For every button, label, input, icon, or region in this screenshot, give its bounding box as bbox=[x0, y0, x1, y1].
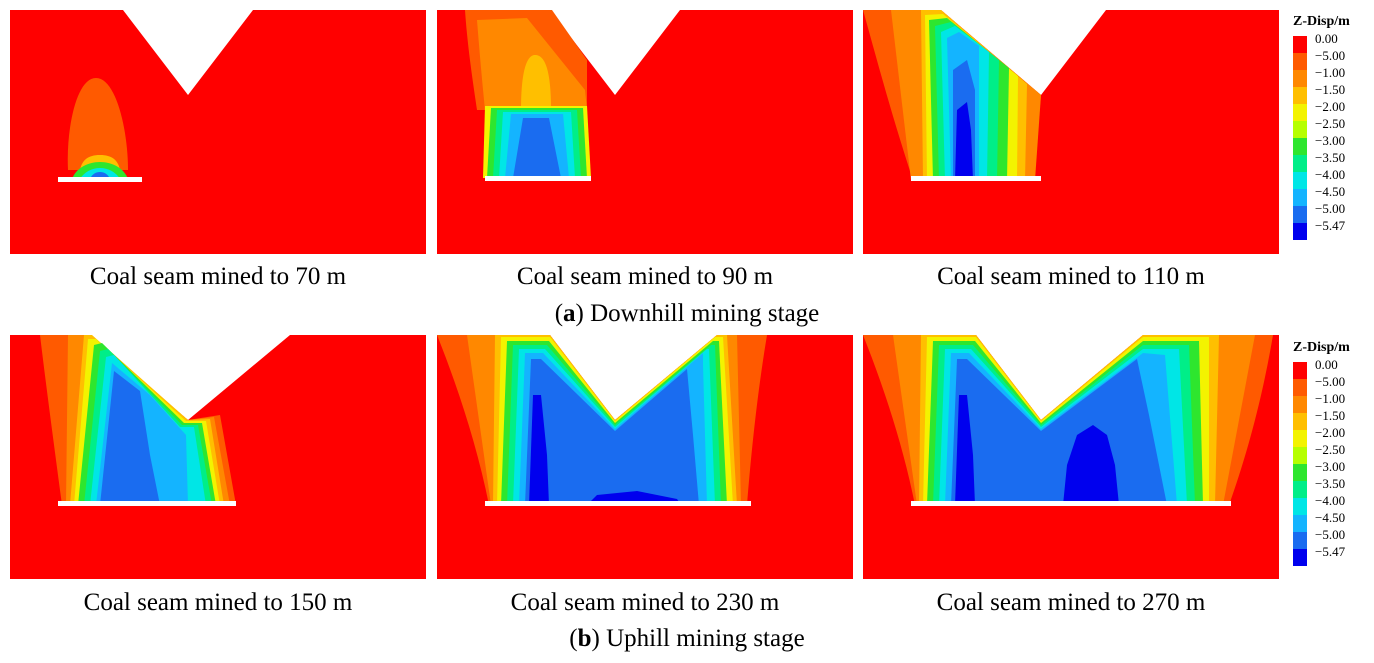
legend-tick-label: 0.00 bbox=[1315, 357, 1338, 372]
legend-tick-label: −3.00 bbox=[1315, 133, 1346, 148]
legend-swatch bbox=[1293, 189, 1307, 206]
subsidence-zone-navy bbox=[955, 102, 973, 180]
legend-swatch bbox=[1293, 413, 1307, 430]
legend-tick-labels: 0.00 −5.00 −1.00 −1.50 −2.00 −2.50 −3.00 −3.50 −… bbox=[1315, 30, 1345, 234]
legend-swatch bbox=[1293, 36, 1307, 53]
coal-seam-goaf bbox=[485, 176, 591, 181]
legend-tick-label: −4.50 bbox=[1315, 184, 1346, 199]
legend-tick-label: −1.50 bbox=[1315, 82, 1346, 97]
stage-text-a: Downhill mining stage bbox=[583, 300, 820, 327]
legend-swatch bbox=[1293, 379, 1307, 396]
legend-tick-label: −2.50 bbox=[1315, 116, 1346, 131]
subsidence-zone-blue bbox=[951, 359, 1167, 505]
legend-tick-label: −1.50 bbox=[1315, 408, 1346, 423]
legend-swatch bbox=[1293, 549, 1307, 566]
coal-seam-goaf bbox=[911, 176, 1041, 181]
subsidence-zone-navy-center bbox=[1063, 425, 1119, 505]
legend-swatch bbox=[1293, 532, 1307, 549]
panel-caption-270m: Coal seam mined to 270 m bbox=[936, 589, 1206, 616]
legend-colorbar bbox=[1293, 36, 1307, 240]
legend-tick-label: −4.00 bbox=[1315, 167, 1346, 182]
legend-swatch bbox=[1293, 70, 1307, 87]
contour-plot-150m bbox=[10, 335, 426, 579]
contour-plot-90m bbox=[437, 10, 853, 254]
legend-tick-label: −2.00 bbox=[1315, 425, 1346, 440]
contour-plot-110m bbox=[863, 10, 1279, 254]
panel-230m bbox=[437, 335, 853, 579]
legend-swatch bbox=[1293, 53, 1307, 70]
contour-plot-70m bbox=[10, 10, 426, 254]
legend-tick-labels: 0.00 −5.00 −1.00 −1.50 −2.00 −2.50 −3.00 −3.50 −… bbox=[1315, 356, 1345, 560]
legend-tick-label: −5.00 bbox=[1315, 374, 1346, 389]
stage-text-b: Uphill mining stage bbox=[599, 625, 805, 652]
legend-tick-label: −1.00 bbox=[1315, 65, 1346, 80]
legend-tick-label: −4.50 bbox=[1315, 510, 1346, 525]
legend-tick-label: −2.00 bbox=[1315, 99, 1346, 114]
legend-tick-label: −4.00 bbox=[1315, 493, 1346, 508]
subsidence-zone-blue bbox=[100, 371, 160, 505]
panel-70m bbox=[10, 10, 426, 254]
coal-seam-goaf bbox=[58, 177, 142, 182]
stage-label-uphill: (b) Uphill mining stage bbox=[569, 625, 805, 652]
coal-seam-goaf bbox=[911, 501, 1231, 506]
legend-swatch bbox=[1293, 447, 1307, 464]
legend-tick-label: −1.00 bbox=[1315, 391, 1346, 406]
model-body bbox=[10, 10, 426, 254]
legend-tick-label: −5.00 bbox=[1315, 48, 1346, 63]
legend-swatch bbox=[1293, 515, 1307, 532]
legend-title: Z-Disp/m bbox=[1293, 14, 1350, 29]
legend-title: Z-Disp/m bbox=[1293, 340, 1350, 355]
panel-caption-70m: Coal seam mined to 70 m bbox=[89, 263, 347, 290]
legend-swatch bbox=[1293, 206, 1307, 223]
panel-150m bbox=[10, 335, 426, 579]
legend-tick-label: −3.50 bbox=[1315, 476, 1346, 491]
subsidence-zone-orange bbox=[67, 78, 128, 170]
legend-tick-label: −5.00 bbox=[1315, 527, 1346, 542]
panel-caption-90m: Coal seam mined to 90 m bbox=[516, 263, 774, 290]
panel-90m bbox=[437, 10, 853, 254]
legend-tick-label: −2.50 bbox=[1315, 442, 1346, 457]
contour-plot-270m bbox=[863, 335, 1279, 579]
legend-swatch bbox=[1293, 155, 1307, 172]
legend-swatch bbox=[1293, 481, 1307, 498]
legend-swatch bbox=[1293, 498, 1307, 515]
legend-tick-label: −5.47 bbox=[1315, 544, 1346, 559]
panel-caption-110m: Coal seam mined to 110 m bbox=[937, 263, 1205, 290]
stage-label-downhill: (a) Downhill mining stage bbox=[554, 300, 820, 327]
panel-270m bbox=[863, 335, 1279, 579]
legend-tick-label: 0.00 bbox=[1315, 31, 1338, 46]
legend-tick-label: −5.00 bbox=[1315, 201, 1346, 216]
legend-swatch bbox=[1293, 430, 1307, 447]
legend-swatch bbox=[1293, 223, 1307, 240]
legend-tick-label: −3.00 bbox=[1315, 459, 1346, 474]
panel-110m bbox=[863, 10, 1279, 254]
coal-seam-goaf bbox=[485, 501, 751, 506]
legend-tick-label: −3.50 bbox=[1315, 150, 1346, 165]
subsidence-zone-blue bbox=[513, 118, 561, 178]
legend-swatch bbox=[1293, 362, 1307, 379]
contour-plot-230m bbox=[437, 335, 853, 579]
stage-letter-b: b bbox=[577, 625, 592, 652]
legend-tick-label: −5.47 bbox=[1315, 218, 1346, 233]
subsidence-zone-amber bbox=[521, 55, 551, 110]
legend-swatch bbox=[1293, 138, 1307, 155]
legend-swatch bbox=[1293, 172, 1307, 189]
coal-seam-goaf bbox=[58, 501, 236, 506]
legend-swatch bbox=[1293, 121, 1307, 138]
legend-colorbar bbox=[1293, 362, 1307, 566]
subsidence-zone-blue bbox=[525, 359, 699, 505]
legend-swatch bbox=[1293, 464, 1307, 481]
subsidence-zone-navy-left bbox=[529, 395, 549, 505]
subsidence-zone-navy-left bbox=[955, 395, 975, 505]
legend-swatch bbox=[1293, 104, 1307, 121]
legend-swatch bbox=[1293, 396, 1307, 413]
panel-caption-150m: Coal seam mined to 150 m bbox=[83, 589, 353, 616]
stage-letter-a: a bbox=[563, 300, 576, 327]
legend-swatch bbox=[1293, 87, 1307, 104]
panel-caption-230m: Coal seam mined to 230 m bbox=[510, 589, 780, 616]
